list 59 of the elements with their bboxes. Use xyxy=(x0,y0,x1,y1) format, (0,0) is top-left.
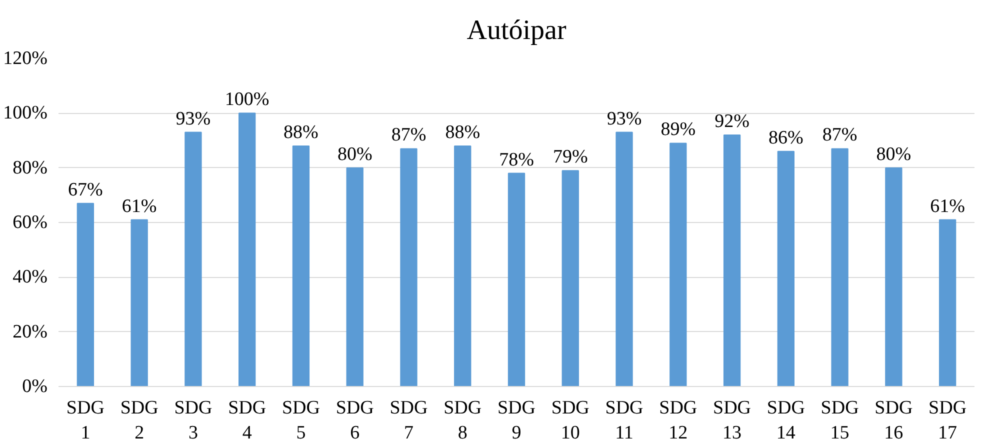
bar xyxy=(562,170,579,386)
x-tick-label: SDG 3 xyxy=(174,398,212,444)
bar xyxy=(508,172,526,386)
y-tick-label: 20% xyxy=(12,321,48,342)
x-tick-label: SDG 10 xyxy=(551,398,590,444)
data-label: 100% xyxy=(224,89,270,110)
data-label: 89% xyxy=(660,119,696,140)
bar xyxy=(454,145,472,386)
data-label: 93% xyxy=(176,108,211,130)
bar xyxy=(76,202,94,386)
bar xyxy=(723,134,741,386)
data-label: 67% xyxy=(68,179,104,200)
bar xyxy=(346,167,364,386)
bar xyxy=(292,145,310,386)
data-label: 79% xyxy=(552,146,588,168)
x-tick-label: SDG 8 xyxy=(444,398,482,444)
bar xyxy=(130,219,148,386)
y-tick-label: 120% xyxy=(3,48,48,69)
x-tick-label: SDG 4 xyxy=(228,398,266,444)
data-label: 61% xyxy=(122,196,157,217)
x-tick-label: SDG 2 xyxy=(120,398,159,444)
x-tick-label: SDG 11 xyxy=(605,398,644,444)
data-label: 88% xyxy=(284,122,319,143)
y-tick-label: 100% xyxy=(3,102,48,124)
x-tick-label: SDG 1 xyxy=(66,398,105,444)
data-label: 61% xyxy=(930,196,966,217)
bar xyxy=(885,167,902,386)
x-tick-label: SDG 13 xyxy=(713,398,752,444)
x-tick-label: SDG 7 xyxy=(390,398,428,444)
x-tick-label: SDG 15 xyxy=(820,398,860,444)
bar xyxy=(670,142,687,386)
bar xyxy=(184,132,202,386)
x-tick-label: SDG 6 xyxy=(336,398,374,444)
y-tick-label: 40% xyxy=(12,266,48,288)
bar xyxy=(616,132,633,386)
data-label: 86% xyxy=(768,127,804,148)
x-tick-label: SDG 14 xyxy=(766,398,806,444)
x-tick-label: SDG 16 xyxy=(874,398,913,444)
data-label: 87% xyxy=(391,124,426,146)
data-label: 92% xyxy=(714,111,750,132)
data-label: 87% xyxy=(822,124,858,146)
y-tick-label: 80% xyxy=(12,157,48,178)
x-tick-label: SDG 9 xyxy=(497,398,536,444)
bar xyxy=(831,148,848,386)
data-label: 80% xyxy=(876,144,912,165)
x-tick-label: SDG 12 xyxy=(659,398,698,444)
bar xyxy=(777,150,794,386)
x-tick-label: SDG 17 xyxy=(928,398,967,444)
chart-title: Autóipar xyxy=(466,15,567,46)
data-label: 93% xyxy=(606,108,642,130)
bar xyxy=(400,148,418,386)
data-label: 78% xyxy=(499,149,534,170)
bar xyxy=(938,219,956,386)
bar xyxy=(238,112,256,386)
y-tick-label: 0% xyxy=(22,376,48,397)
data-label: 80% xyxy=(337,144,372,165)
data-label: 88% xyxy=(445,122,480,143)
x-tick-label: SDG 5 xyxy=(282,398,320,444)
y-tick-label: 60% xyxy=(12,212,48,233)
